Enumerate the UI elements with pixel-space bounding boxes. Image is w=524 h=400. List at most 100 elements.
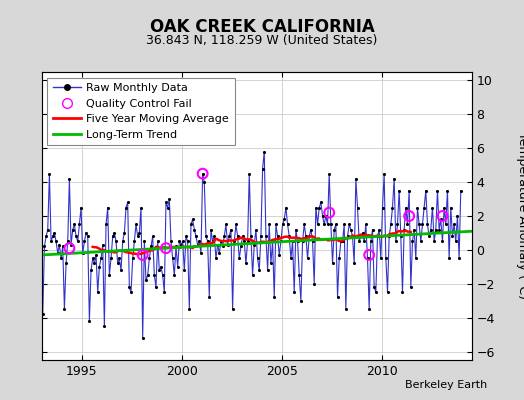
Point [373,233,381,240]
Point [73,238,82,245]
Point [200,179,209,185]
Point [163,204,172,211]
Point [117,267,125,274]
Point [162,245,170,251]
Point [158,272,167,278]
Point [62,260,70,267]
Point [95,264,104,270]
Point [308,238,316,245]
Point [195,238,203,245]
Point [315,204,323,211]
Point [397,233,405,240]
Point [173,264,182,270]
Point [90,260,99,267]
Point [65,176,73,182]
Point [288,238,297,245]
Point [274,233,282,240]
Point [432,226,440,233]
Point [258,165,267,172]
Point [275,252,283,258]
Point [175,238,183,245]
Point [192,233,200,240]
Point [140,238,148,245]
Point [353,204,362,211]
Point [264,267,272,274]
Point [202,233,210,240]
Point [316,199,325,206]
Point [248,272,257,278]
Point [100,323,108,329]
Point [189,216,197,222]
Point [348,233,357,240]
Point [128,255,137,262]
Point [197,250,205,256]
Point [135,230,144,236]
Point [456,187,465,194]
Point [40,243,49,250]
Point [280,216,288,222]
Point [108,233,117,240]
Point [335,255,343,262]
Point [60,306,69,312]
Point [385,233,394,240]
Point [340,221,348,228]
Point [227,226,235,233]
Point [370,284,378,290]
Point [415,221,423,228]
Point [155,267,163,274]
Point [387,221,395,228]
Point [134,233,142,240]
Point [375,226,384,233]
Point [57,255,66,262]
Point [391,238,400,245]
Point [137,204,145,211]
Point [39,311,47,318]
Point [242,260,250,267]
Point [162,199,170,206]
Point [87,267,95,274]
Point [268,238,277,245]
Point [355,238,363,245]
Point [360,238,368,245]
Point [261,233,270,240]
Point [223,242,232,248]
Point [213,242,222,248]
Point [372,289,380,296]
Point [380,170,388,177]
Point [425,233,433,240]
Point [422,187,430,194]
Point [89,255,97,262]
Point [93,289,102,296]
Point [322,213,330,219]
Point [445,255,453,262]
Point [307,226,315,233]
Point [270,294,278,300]
Point [405,187,413,194]
Point [332,221,340,228]
Point [245,170,254,177]
Point [336,238,345,245]
Point [345,221,353,228]
Point [107,255,115,262]
Point [365,306,374,312]
Point [292,226,300,233]
Point [72,233,80,240]
Point [438,238,446,245]
Point [165,196,173,202]
Point [77,204,85,211]
Point [124,199,132,206]
Point [240,238,248,245]
Point [138,335,147,341]
Point [267,260,275,267]
Point [225,233,234,240]
Point [238,233,247,240]
Point [49,233,57,240]
Point [237,243,245,250]
Point [105,272,114,278]
Point [435,226,443,233]
Point [65,245,73,251]
Point [453,213,462,219]
Point [52,238,60,245]
Point [232,221,240,228]
Point [440,204,449,211]
